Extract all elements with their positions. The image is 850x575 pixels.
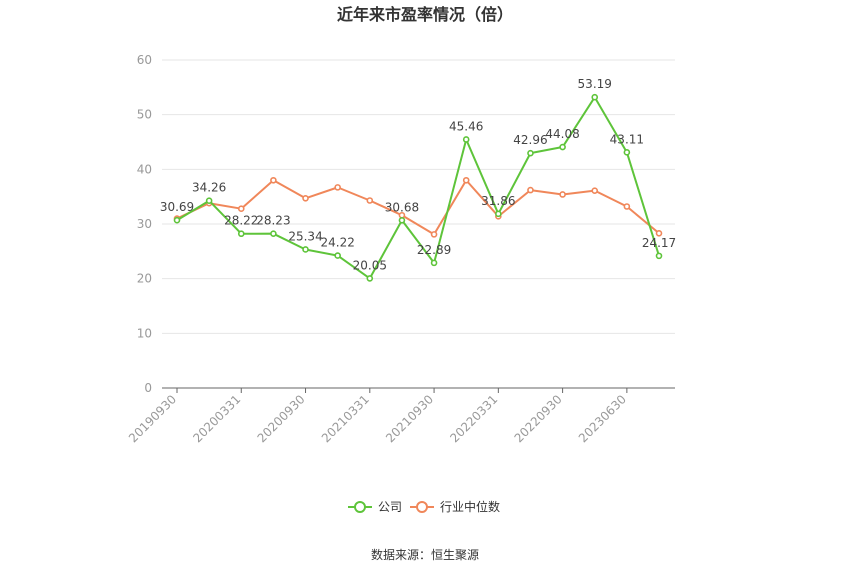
data-label-7: 30.68 [385,200,419,214]
x-tick-label-20210331: 20210331 [319,392,372,445]
point-s1-9 [462,176,470,184]
point-s0-1 [205,197,213,205]
point-s1-15 [655,229,663,237]
x-tick-label-20210930: 20210930 [383,392,436,445]
point-s0-14 [623,149,631,156]
point-s0-6 [366,275,374,282]
data-source-note: 数据来源：恒生聚源 [371,547,479,562]
point-s0-10 [495,210,502,218]
point-s1-5 [334,184,341,191]
data-label-11: 42.96 [513,133,547,147]
point-s1-13 [591,187,599,194]
point-s1-3 [270,176,277,184]
data-label-8: 22.89 [417,243,451,257]
legend-label-company: 公司 [378,500,402,514]
point-s1-12 [559,191,566,198]
x-tick-label-20200331: 20200331 [190,392,243,445]
chart-title: 近年来市盈率情况（倍） [337,5,513,24]
data-label-9: 45.46 [449,119,483,133]
series-line-1 [176,179,660,236]
point-s0-3 [270,230,277,237]
point-s0-11 [527,149,534,157]
point-s0-5 [334,252,341,259]
point-s0-13 [591,93,599,101]
x-tick-label-20220331: 20220331 [447,392,500,445]
legend-label-industry: 行业中位数 [440,499,500,514]
x-axis: 20190930 20200331 20200930 20210331 20210930… [126,387,675,445]
point-s0-2 [237,230,245,238]
legend-item-industry[interactable]: 行业中位数 [410,499,500,514]
data-label-3: 28.23 [256,214,290,228]
y-tick-label-10: 10 [137,326,152,340]
point-s0-7 [398,216,406,224]
point-s1-11 [527,186,534,194]
data-label-15: 24.17 [642,236,676,250]
data-label-2: 28.22 [224,214,258,228]
y-tick-label-20: 20 [137,272,152,286]
x-tick-label-20230630: 20230630 [576,392,629,445]
y-tick-label-50: 50 [137,108,152,122]
y-tick-label-40: 40 [137,162,152,176]
point-s0-8 [430,259,438,267]
y-tick-label-30: 30 [137,217,152,231]
legend-item-company[interactable]: 公司 [348,500,402,514]
y-tick-label-60: 60 [137,53,152,67]
data-label-12: 44.08 [545,127,579,141]
point-s0-9 [462,136,470,143]
point-s1-6 [366,197,374,204]
data-label-1: 34.26 [192,181,226,195]
data-label-4: 25.34 [288,229,322,243]
data-label-14: 43.11 [610,132,644,146]
legend-marker-industry [416,501,428,513]
point-s1-4 [302,195,309,202]
data-label-0: 30.69 [160,200,194,214]
point-s0-15 [655,252,663,260]
point-s0-0 [173,216,181,224]
point-s1-8 [430,231,438,238]
point-s1-14 [623,203,631,210]
y-axis: 0 10 20 30 40 50 60 [137,53,152,395]
point-s1-2 [237,205,245,212]
data-label-5: 24.22 [320,236,354,250]
data-label-10: 31.86 [481,194,515,208]
x-tick-label-20200930: 20200930 [255,392,308,445]
data-label-13: 53.19 [578,77,612,91]
point-s0-4 [302,246,309,253]
y-tick-label-0: 0 [144,381,152,395]
x-tick-label-20190930: 20190930 [126,392,179,445]
series-layer [173,93,663,282]
x-tick-label-20220930: 20220930 [512,392,565,445]
series-line-0 [176,96,660,280]
legend-marker-company [354,501,366,513]
point-s0-12 [559,143,566,151]
legend[interactable]: 公司 行业中位数 [348,499,500,514]
data-label-6: 20.05 [353,258,387,272]
